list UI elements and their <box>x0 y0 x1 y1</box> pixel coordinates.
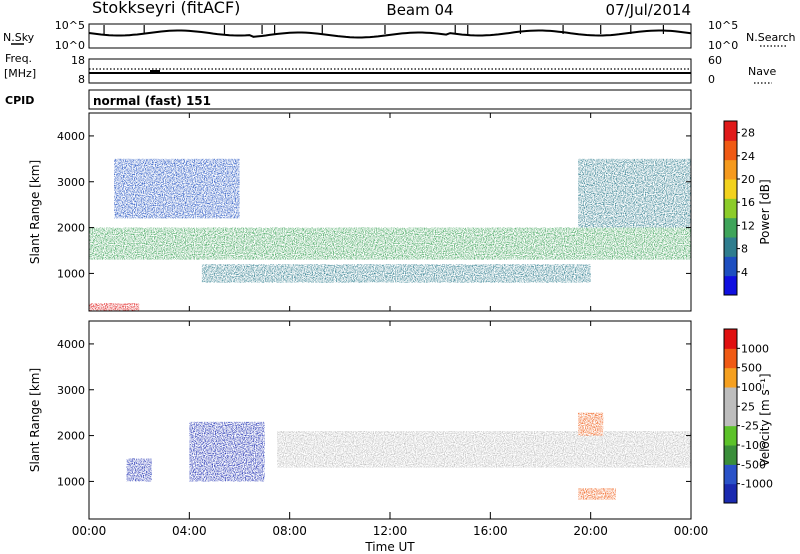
power-colorbar-cell-7 <box>724 140 737 161</box>
power-colorbar-tick-2: 12 <box>741 219 755 232</box>
power-colorbar-tick-6: 28 <box>741 127 755 140</box>
velocity-colorbar-cell-5 <box>724 387 737 407</box>
velocity-feature-0 <box>277 431 691 468</box>
power-feature-0 <box>89 227 691 260</box>
velocity-ytick-label-2: 3000 <box>57 384 85 397</box>
velocity-ytick-label-0: 1000 <box>57 475 85 488</box>
velocity-feature-3 <box>578 412 604 436</box>
nsearch-label: N.Search <box>746 31 796 44</box>
velocity-ytick-label-1: 2000 <box>57 430 85 443</box>
power-colorbar-tick-5: 24 <box>741 150 755 163</box>
freq-tick-top: 18 <box>71 54 85 67</box>
nsearch-tick-bottom: 10^0 <box>708 39 738 52</box>
freq-unit: [MHz] <box>4 67 36 80</box>
freq-label: Freq. <box>5 52 32 65</box>
time-tick-label-4: 16:00 <box>473 524 508 538</box>
cpid-label: CPID <box>5 94 34 107</box>
velocity-colorbar-cell-4 <box>724 406 737 427</box>
velocity-colorbar-tick-1: 500 <box>741 362 762 375</box>
power-colorbar-tick-4: 20 <box>741 173 755 186</box>
power-scatter <box>89 158 691 311</box>
power-colorbar-cell-6 <box>724 159 737 180</box>
power-colorbar-cell-8 <box>724 121 737 141</box>
power-colorbar-cell-2 <box>724 237 737 257</box>
nsky-tick-top: 10^5 <box>55 19 85 32</box>
power-ytick-label-1: 2000 <box>57 222 85 235</box>
power-colorbar-cell-3 <box>724 217 737 238</box>
power-feature-4 <box>578 158 691 228</box>
velocity-feature-1 <box>189 421 265 482</box>
time-tick-label-0: 00:00 <box>72 524 107 538</box>
freq-tick-bottom: 8 <box>78 73 85 86</box>
velocity-colorbar-cell-1 <box>724 464 737 485</box>
power-colorbar: 4 8 12 16 20 24 28 <box>723 120 755 296</box>
station-title: Stokkseyri (fitACF) <box>92 0 240 17</box>
time-tick-label-1: 04:00 <box>172 524 207 538</box>
cpid-program: normal (fast) 151 <box>93 94 211 108</box>
time-axis-label: Time UT <box>364 540 415 554</box>
power-panel: 1000 2000 3000 4000 Slant Range [km] 4 8 12 16… <box>28 112 772 312</box>
velocity-feature-2 <box>126 458 152 482</box>
power-feature-1 <box>89 303 140 311</box>
velocity-panel: 1000 2000 3000 4000 Slant Range [km] 1000 50… <box>28 320 773 520</box>
velocity-colorbar-tick-6: -500 <box>741 458 766 471</box>
velocity-colorbar-tick-7: -1000 <box>741 478 773 491</box>
nave-tick-top: 60 <box>708 54 722 67</box>
power-ytick-label-0: 1000 <box>57 267 85 280</box>
cpid-panel: CPID normal (fast) 151 <box>5 89 692 110</box>
beam-title: Beam 04 <box>386 1 453 19</box>
velocity-ylabel: Slant Range [km] <box>28 368 42 472</box>
velocity-colorbar-tick-0: 1000 <box>741 342 769 355</box>
velocity-colorbar-cell-6 <box>724 367 737 388</box>
velocity-colorbar-cell-3 <box>724 425 737 446</box>
power-feature-3 <box>114 158 240 219</box>
date-title: 07/Jul/2014 <box>606 1 691 19</box>
nsky-spikes <box>103 25 665 34</box>
power-colorbar-tick-3: 16 <box>741 196 755 209</box>
nsky-label: N.Sky <box>3 31 35 44</box>
power-colorbar-tick-1: 8 <box>741 243 748 256</box>
velocity-colorbar-cell-7 <box>724 348 737 369</box>
power-feature-2 <box>201 264 591 283</box>
velocity-ytick-label-3: 4000 <box>57 338 85 351</box>
nsearch-tick-top: 10^5 <box>708 19 738 32</box>
velocity-yaxis: 1000 2000 3000 4000 <box>57 338 691 488</box>
time-tick-label-6: 00:00 <box>674 524 709 538</box>
velocity-colorbar-cell-0 <box>724 483 737 504</box>
power-yaxis: 1000 2000 3000 4000 <box>57 130 691 280</box>
time-tick-label-2: 08:00 <box>272 524 307 538</box>
velocity-colorbar-cell-2 <box>724 445 737 465</box>
power-ytick-label-2: 3000 <box>57 176 85 189</box>
time-tick-label-3: 12:00 <box>373 524 408 538</box>
power-colorbar-label: Power [dB] <box>758 179 772 244</box>
nsky-trace <box>88 29 692 39</box>
power-ytick-label-3: 4000 <box>57 130 85 143</box>
velocity-colorbar-tick-4: -25 <box>741 420 759 433</box>
velocity-feature-4 <box>578 488 616 500</box>
power-colorbar-cell-4 <box>724 198 737 219</box>
nsky-tick-bottom: 10^0 <box>55 39 85 52</box>
velocity-colorbar-tick-2: 100 <box>741 381 762 394</box>
velocity-colorbar-cell-8 <box>724 329 737 349</box>
power-ylabel: Slant Range [km] <box>28 160 42 264</box>
power-colorbar-cell-1 <box>724 256 737 277</box>
velocity-colorbar: 1000 500 100 25 -25 -100 -500 -1000 <box>723 328 773 504</box>
nave-tick-bottom: 0 <box>708 73 715 86</box>
time-tick-label-5: 20:00 <box>573 524 608 538</box>
freq-panel: Freq. [MHz] 18 8 60 0 Nave <box>4 52 776 86</box>
velocity-scatter <box>126 412 691 500</box>
power-colorbar-cell-0 <box>724 275 737 296</box>
power-colorbar-tick-0: 4 <box>741 266 748 279</box>
power-colorbar-cell-5 <box>724 179 737 199</box>
nsky-panel: N.Sky 10^5 10^0 10^5 10^0 N.Search <box>3 19 796 52</box>
velocity-colorbar-tick-5: -100 <box>741 439 766 452</box>
velocity-colorbar-tick-3: 25 <box>741 400 755 413</box>
time-axis: 00:00 04:00 08:00 12:00 16:00 20:00 00:00 <box>72 113 709 538</box>
velocity-colorbar-label: Velocity [m s⁻¹] <box>758 373 772 466</box>
nave-label: Nave <box>748 65 776 78</box>
